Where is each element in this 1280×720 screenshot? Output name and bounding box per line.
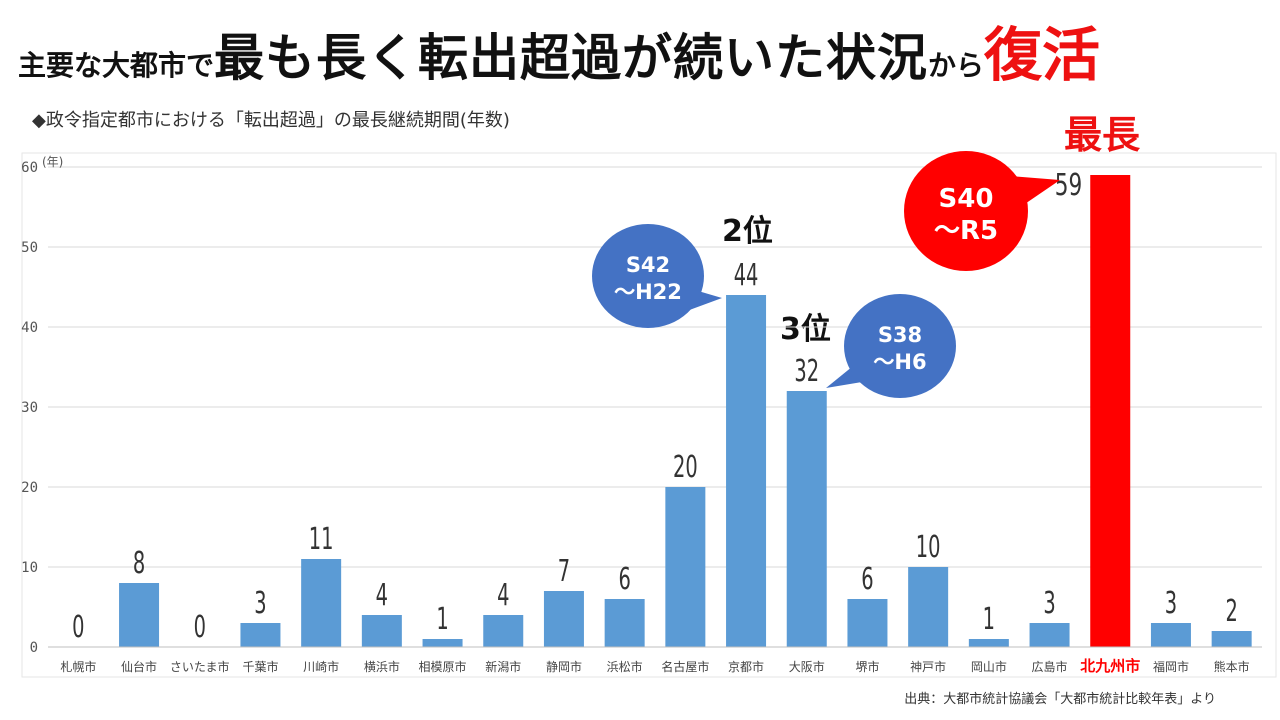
bar-value-label: 4 [376, 579, 388, 613]
bar-value-label: 0 [72, 611, 84, 645]
bar-value-label: 2 [1225, 595, 1237, 629]
callout-osaka: S38～H6 [826, 294, 956, 398]
chart-subtitle: ◆政令指定都市における「転出超過」の最長継続期間(年数) [32, 110, 510, 131]
y-tick-label: 20 [21, 480, 38, 496]
bar [1090, 175, 1131, 647]
x-tick-label: 札幌市 [60, 659, 96, 674]
bar-value-label: 10 [916, 531, 941, 565]
y-tick-label: 30 [21, 400, 38, 416]
y-tick-label: 40 [21, 320, 38, 336]
bar-value-label: 6 [618, 563, 630, 597]
x-tick-label: 岡山市 [971, 659, 1007, 674]
bar-value-label: 32 [794, 355, 819, 389]
callout-bubble [592, 224, 704, 328]
rank-third-label: 3位 [780, 312, 831, 347]
y-tick-label: 10 [21, 560, 38, 576]
callout-kyoto: S42 ～H22 [592, 224, 722, 328]
x-tick-label: 名古屋市 [661, 659, 709, 674]
callout-text: ～H22 [614, 280, 682, 304]
x-tick-label: 新潟市 [485, 659, 521, 674]
callout-bubble [844, 294, 956, 398]
bar [483, 615, 524, 647]
bar-value-label: 3 [1043, 587, 1055, 621]
callout-text: S40 [939, 184, 994, 214]
y-tick-label: 0 [30, 640, 38, 656]
x-tick-label: 川崎市 [303, 659, 339, 674]
x-tick-label: 大阪市 [789, 659, 825, 674]
bar [726, 295, 767, 647]
x-tick-label: 仙台市 [121, 659, 157, 674]
bar-value-label: 4 [497, 579, 509, 613]
title-part1: 主要な大都市で [18, 49, 215, 82]
y-tick-label: 60 [21, 160, 38, 176]
bar-value-label: 3 [254, 587, 266, 621]
bar-value-label: 1 [983, 603, 995, 637]
callout-bubble [904, 151, 1028, 271]
bar [847, 599, 888, 647]
bar-value-label: 59 [1055, 169, 1082, 203]
bar-value-label: 7 [558, 555, 570, 589]
x-tick-label: 浜松市 [607, 659, 643, 674]
bar [119, 583, 160, 647]
callout-text: ～R5 [934, 216, 998, 246]
x-tick-label: 横浜市 [364, 659, 400, 674]
title-part2: 最も長く転出超過が続いた状況 [214, 29, 929, 87]
bar [543, 591, 584, 647]
title-part4: 復活 [984, 21, 1101, 89]
x-tick-label: さいたま市 [170, 659, 230, 674]
y-axis-unit: (年) [42, 155, 63, 169]
longest-label: 最長 [1064, 113, 1141, 157]
callout-text: ～H6 [873, 350, 926, 374]
callout-text: S42 [626, 253, 670, 277]
bar [1150, 623, 1191, 647]
bar [665, 487, 706, 647]
bar [422, 639, 463, 647]
bar [240, 623, 281, 647]
bar-value-label: 44 [734, 259, 759, 293]
bar-value-label: 3 [1165, 587, 1177, 621]
bar [786, 391, 827, 647]
bar [604, 599, 645, 647]
callout-text: S38 [878, 323, 922, 347]
callout-kitakyushu: S40～R5 [904, 151, 1060, 271]
bar [908, 567, 949, 647]
bar-value-label: 8 [133, 547, 145, 581]
x-tick-label: 静岡市 [546, 659, 582, 674]
bar [361, 615, 402, 647]
bar-value-label: 1 [436, 603, 448, 637]
bar-value-label: 0 [194, 611, 206, 645]
bar-value-label: 20 [673, 451, 698, 485]
rank-second-label: 2位 [722, 214, 773, 249]
y-tick-label: 50 [21, 240, 38, 256]
x-tick-label: 京都市 [728, 659, 764, 674]
x-tick-label: 広島市 [1032, 659, 1068, 674]
page-title: 主要な大都市で最も長く転出超過が続いた状況から復活 [18, 8, 1101, 89]
chart-frame [21, 152, 1277, 678]
x-tick-label: 熊本市 [1214, 659, 1250, 674]
x-tick-label: 堺市 [855, 659, 879, 674]
bar-value-label: 11 [309, 523, 334, 557]
x-tick-label: 神戸市 [910, 659, 946, 674]
bar [968, 639, 1009, 647]
bar [1211, 631, 1252, 647]
bar [301, 559, 342, 647]
x-tick-label: 北九州市 [1080, 657, 1140, 675]
title-part3: から [928, 49, 985, 82]
bar [1029, 623, 1070, 647]
source-note: 出典：大都市統計協議会「大都市統計比較年表」より [904, 692, 1216, 707]
bar-value-label: 6 [861, 563, 873, 597]
x-tick-label: 千葉市 [242, 659, 278, 674]
x-tick-label: 相模原市 [419, 659, 467, 674]
x-tick-label: 福岡市 [1153, 659, 1189, 674]
